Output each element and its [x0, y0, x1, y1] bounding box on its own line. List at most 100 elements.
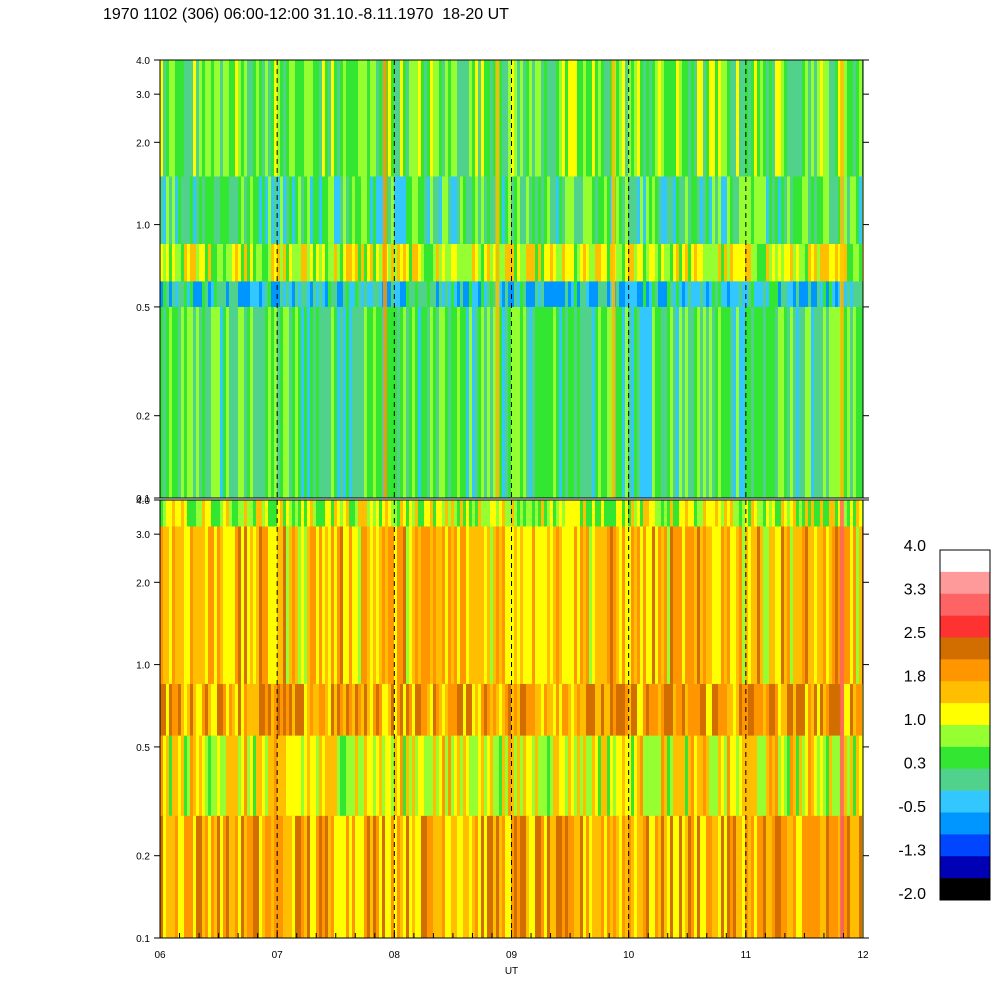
spectrogram-cell	[193, 500, 197, 527]
spectrogram-cell	[181, 176, 185, 244]
spectrogram-cell	[190, 683, 194, 736]
spectrogram-cell	[340, 306, 344, 498]
spectrogram-cell	[337, 281, 341, 307]
spectrogram-cell	[388, 735, 392, 816]
spectrogram-cell	[670, 243, 674, 282]
spectrogram-cell	[505, 281, 509, 307]
spectrogram-cell	[718, 281, 722, 307]
spectrogram-cell	[589, 683, 593, 736]
spectrogram-cell	[616, 306, 620, 498]
spectrogram-cell	[508, 60, 512, 177]
spectrogram-cell	[781, 735, 785, 816]
spectrogram-cell	[355, 683, 359, 736]
spectrogram-cell	[487, 683, 491, 736]
spectrogram-cell	[559, 815, 563, 938]
spectrogram-cell	[214, 683, 218, 736]
spectrogram-cell	[367, 60, 371, 177]
spectrogram-cell	[502, 735, 506, 816]
spectrogram-cell	[598, 815, 602, 938]
spectrogram-cell	[160, 281, 164, 307]
spectrogram-cell	[265, 683, 269, 736]
spectrogram-cell	[547, 281, 551, 307]
spectrogram-cell	[553, 306, 557, 498]
spectrogram-cell	[787, 281, 791, 307]
y-tick-label: 2.0	[136, 578, 150, 589]
spectrogram-cell	[301, 815, 305, 938]
spectrogram-cell	[592, 815, 596, 938]
spectrogram-cell	[619, 526, 623, 684]
spectrogram-cell	[424, 281, 428, 307]
spectrogram-cell	[760, 683, 764, 736]
spectrogram-cell	[511, 176, 515, 244]
spectrogram-cell	[757, 60, 761, 177]
spectrogram-cell	[562, 176, 566, 244]
spectrogram-cell	[805, 735, 809, 816]
spectrogram-cell	[583, 815, 587, 938]
spectrogram-cell	[724, 815, 728, 938]
spectrogram-cell	[577, 243, 581, 282]
spectrogram-cell	[649, 176, 653, 244]
spectrogram-cell	[523, 500, 527, 527]
spectrogram-cell	[244, 526, 248, 684]
spectrogram-cell	[424, 683, 428, 736]
spectrogram-cell	[406, 281, 410, 307]
spectrogram-cell	[244, 176, 248, 244]
spectrogram-cell	[448, 176, 452, 244]
spectrogram-cell	[799, 281, 803, 307]
spectrogram-cell	[556, 526, 560, 684]
spectrogram-cell	[250, 306, 254, 498]
spectrogram-cell	[235, 815, 239, 938]
spectrogram-cell	[697, 526, 701, 684]
spectrogram-cell	[397, 281, 401, 307]
spectrogram-cell	[205, 60, 209, 177]
spectrogram-cell	[799, 815, 803, 938]
spectrogram-cell	[310, 281, 314, 307]
spectrogram-cell	[295, 306, 299, 498]
spectrogram-cell	[703, 60, 707, 177]
colorbar-swatch	[940, 856, 990, 879]
spectrogram-cell	[247, 243, 251, 282]
spectrogram-cell	[469, 683, 473, 736]
spectrogram-cell	[733, 683, 737, 736]
spectrogram-cell	[448, 306, 452, 498]
spectrogram-cell	[682, 526, 686, 684]
spectrogram-cell	[538, 735, 542, 816]
spectrogram-cell	[280, 500, 284, 527]
spectrogram-cell	[388, 815, 392, 938]
colorbar-swatch	[940, 681, 990, 704]
spectrogram-cell	[670, 526, 674, 684]
spectrogram-cell	[448, 815, 452, 938]
spectrogram-cell	[664, 176, 668, 244]
spectrogram-cells	[160, 60, 863, 498]
spectrogram-cell	[703, 526, 707, 684]
intensity-band	[160, 60, 863, 177]
spectrogram-cell	[415, 526, 419, 684]
spectrogram-cell	[274, 526, 278, 684]
spectrogram-cell	[847, 526, 851, 684]
spectrogram-cell	[418, 815, 422, 938]
spectrogram-cell	[700, 60, 704, 177]
spectrogram-cell	[265, 735, 269, 816]
spectrogram-cell	[757, 735, 761, 816]
spectrogram-cell	[454, 176, 458, 244]
spectrogram-cell	[853, 735, 857, 816]
spectrogram-cell	[433, 500, 437, 527]
spectrogram-cell	[694, 281, 698, 307]
spectrogram-cell	[451, 306, 455, 498]
spectrogram-cell	[250, 60, 254, 177]
spectrogram-cell	[571, 60, 575, 177]
spectrogram-cell	[733, 281, 737, 307]
spectrogram-cell	[436, 306, 440, 498]
spectrogram-cell	[859, 60, 863, 177]
spectrogram-cell	[271, 243, 275, 282]
spectrogram-cell	[529, 281, 533, 307]
spectrogram-cell	[550, 176, 554, 244]
spectrogram-cell	[565, 176, 569, 244]
spectrogram-cell	[406, 735, 410, 816]
spectrogram-cell	[478, 281, 482, 307]
spectrogram-cell	[643, 281, 647, 307]
spectrogram-cell	[169, 306, 173, 498]
spectrogram-cell	[196, 526, 200, 684]
spectrogram-cell	[430, 306, 434, 498]
spectrogram-cell	[505, 176, 509, 244]
